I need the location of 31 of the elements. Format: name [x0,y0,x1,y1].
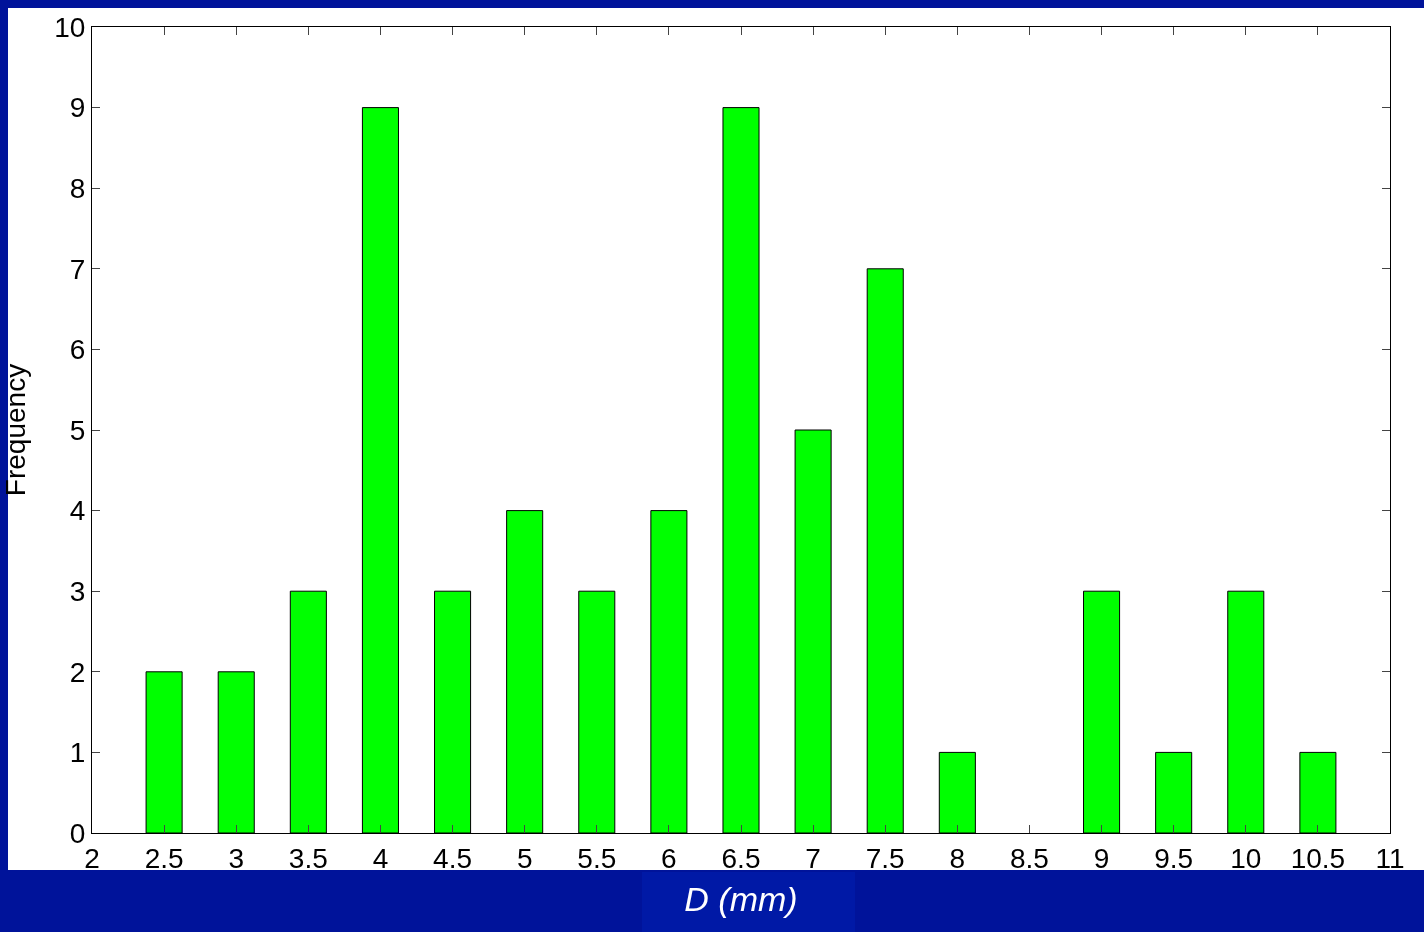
y-tick-label: 9 [69,92,86,124]
x-tick-label: 3 [228,842,245,874]
y-tick-label: 5 [69,414,86,446]
x-tick-label: 9 [1093,842,1110,874]
x-tick-label: 4 [372,842,389,874]
x-tick-label: 4.5 [433,842,473,874]
y-tick-label: 1 [69,737,86,769]
x-axis-title: D (mm) [684,879,798,918]
x-tick-label: 5.5 [577,842,617,874]
x-tick-label: 10.5 [1290,842,1346,874]
x-tick-label: 11 [1375,842,1405,874]
y-tick-label: 6 [69,334,86,366]
x-tick-label: 7.5 [865,842,905,874]
y-tick-label: 2 [69,656,86,688]
x-tick-label: 10 [1230,842,1262,874]
x-tick-label: 5 [516,842,533,874]
y-tick-label: 8 [69,173,86,204]
y-tick-label: 4 [69,495,86,527]
y-tick-label: 10 [54,11,86,43]
x-tick-label: 8 [949,842,966,874]
x-tick-label: 6.5 [721,842,761,874]
y-tick-label: 3 [69,576,86,607]
y-tick-label: 0 [69,817,86,849]
x-tick-label: 9.5 [1154,842,1194,874]
x-tick-label: 8.5 [1009,842,1049,874]
x-tick-label: 6 [661,842,677,874]
y-axis-title: Frequency [0,363,31,497]
x-tick-label: 7 [805,842,821,874]
y-tick-label: 7 [69,253,86,285]
x-tick-label: 3.5 [288,842,328,874]
x-tick-label: 2.5 [144,842,184,874]
